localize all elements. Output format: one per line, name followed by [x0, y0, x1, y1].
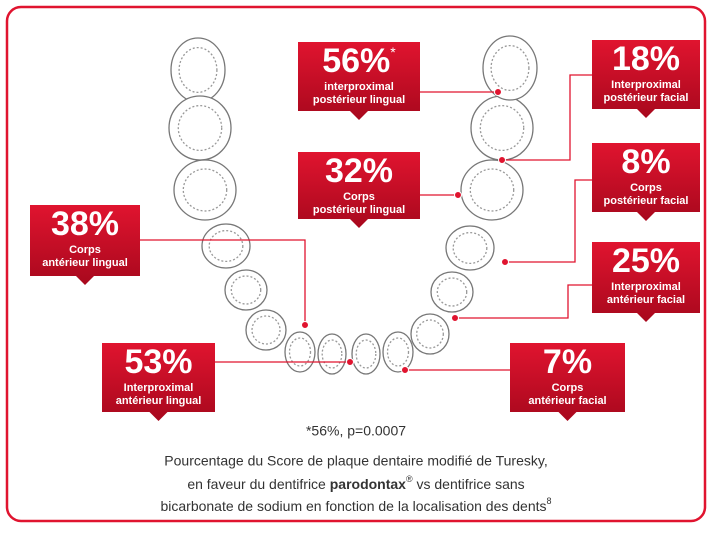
percentage-value: 32%: [325, 152, 393, 190]
location-label: interproximal: [324, 81, 394, 93]
caption-line: en faveur du dentifrice parodontax® vs d…: [187, 474, 524, 491]
percentage-value: 56%: [322, 42, 390, 80]
location-dot: [454, 191, 462, 199]
footnote: *56%, p=0.0007: [306, 423, 406, 439]
tooth-inner: [469, 168, 515, 212]
percentage: 56%*: [322, 42, 396, 80]
leader-lines: [140, 74, 592, 374]
tooth-inner: [355, 339, 377, 369]
percentage: 53%: [124, 343, 192, 381]
callout-box: [592, 40, 700, 118]
location-label: antérieur lingual: [42, 257, 128, 269]
location-label: Corps: [343, 191, 375, 203]
callout-box: [298, 152, 420, 228]
caption-line: Pourcentage du Score de plaque dentaire …: [164, 453, 547, 469]
location-dot: [498, 156, 506, 164]
leader-line: [455, 284, 592, 319]
callout-box: [592, 143, 700, 221]
percentage: 18%: [612, 40, 680, 78]
leader-line: [502, 74, 592, 161]
percentage-value: 18%: [612, 40, 680, 78]
tooth-inner: [436, 277, 468, 307]
location-label: Corps: [552, 382, 584, 394]
tooth-inner: [321, 339, 343, 369]
callout-box: [102, 343, 215, 421]
percentage: 32%: [325, 152, 393, 190]
location-label: Corps: [69, 244, 101, 256]
callout-box: [30, 205, 140, 285]
registered: ®: [406, 474, 413, 484]
location-label: Corps: [630, 182, 662, 194]
caption-text: vs dentifrice sans: [413, 476, 525, 492]
percentage: 25%: [612, 242, 680, 280]
teeth-arch: [168, 35, 538, 375]
location-dot: [501, 258, 509, 266]
caption-text: en faveur du dentifrice: [187, 476, 329, 492]
tooth-inner: [208, 229, 244, 263]
tooth-inner: [178, 46, 218, 94]
tooth-inner: [386, 337, 410, 367]
location-label: postérieur facial: [604, 195, 689, 207]
tooth-inner: [182, 168, 228, 212]
leader-line: [505, 179, 592, 263]
location-label: postérieur lingual: [313, 94, 405, 106]
percentage-value: 7%: [543, 343, 592, 381]
leader-line: [140, 239, 306, 325]
location-label: Interproximal: [611, 79, 681, 91]
brand: parodontax: [330, 476, 406, 492]
caption-text: bicarbonate de sodium en fonction de la …: [160, 498, 546, 514]
reference: 8: [547, 496, 552, 506]
location-label: antérieur facial: [607, 294, 685, 306]
tooth-inner: [452, 231, 488, 265]
location-label: antérieur facial: [528, 395, 606, 407]
percentage-value: 53%: [124, 343, 192, 381]
location-label: Interproximal: [611, 281, 681, 293]
note-marker: *: [390, 44, 396, 60]
caption-line: bicarbonate de sodium en fonction de la …: [160, 496, 551, 513]
tooth-inner: [251, 315, 281, 345]
location-label: postérieur lingual: [313, 204, 405, 216]
location-label: postérieur facial: [604, 92, 689, 104]
location-dot: [451, 314, 459, 322]
tooth-inner: [479, 104, 525, 152]
callout-box: [298, 42, 420, 120]
percentage: 8%: [621, 143, 670, 181]
location-dot: [494, 88, 502, 96]
percentage-value: 25%: [612, 242, 680, 280]
location-dot: [401, 366, 409, 374]
location-dot: [301, 321, 309, 329]
location-dot: [346, 358, 354, 366]
callout-box: [592, 242, 700, 322]
percentage: 7%: [543, 343, 592, 381]
percentage-value: 8%: [621, 143, 670, 181]
percentage: 38%: [51, 205, 119, 243]
tooth-inner: [230, 275, 262, 305]
tooth-inner: [416, 319, 444, 349]
callout-box: [510, 343, 625, 421]
percentage-value: 38%: [51, 205, 119, 243]
tooth-inner: [288, 337, 312, 367]
tooth-inner: [177, 104, 223, 152]
tooth-inner: [490, 44, 530, 92]
location-label: antérieur lingual: [116, 395, 202, 407]
location-label: Interproximal: [124, 382, 194, 394]
